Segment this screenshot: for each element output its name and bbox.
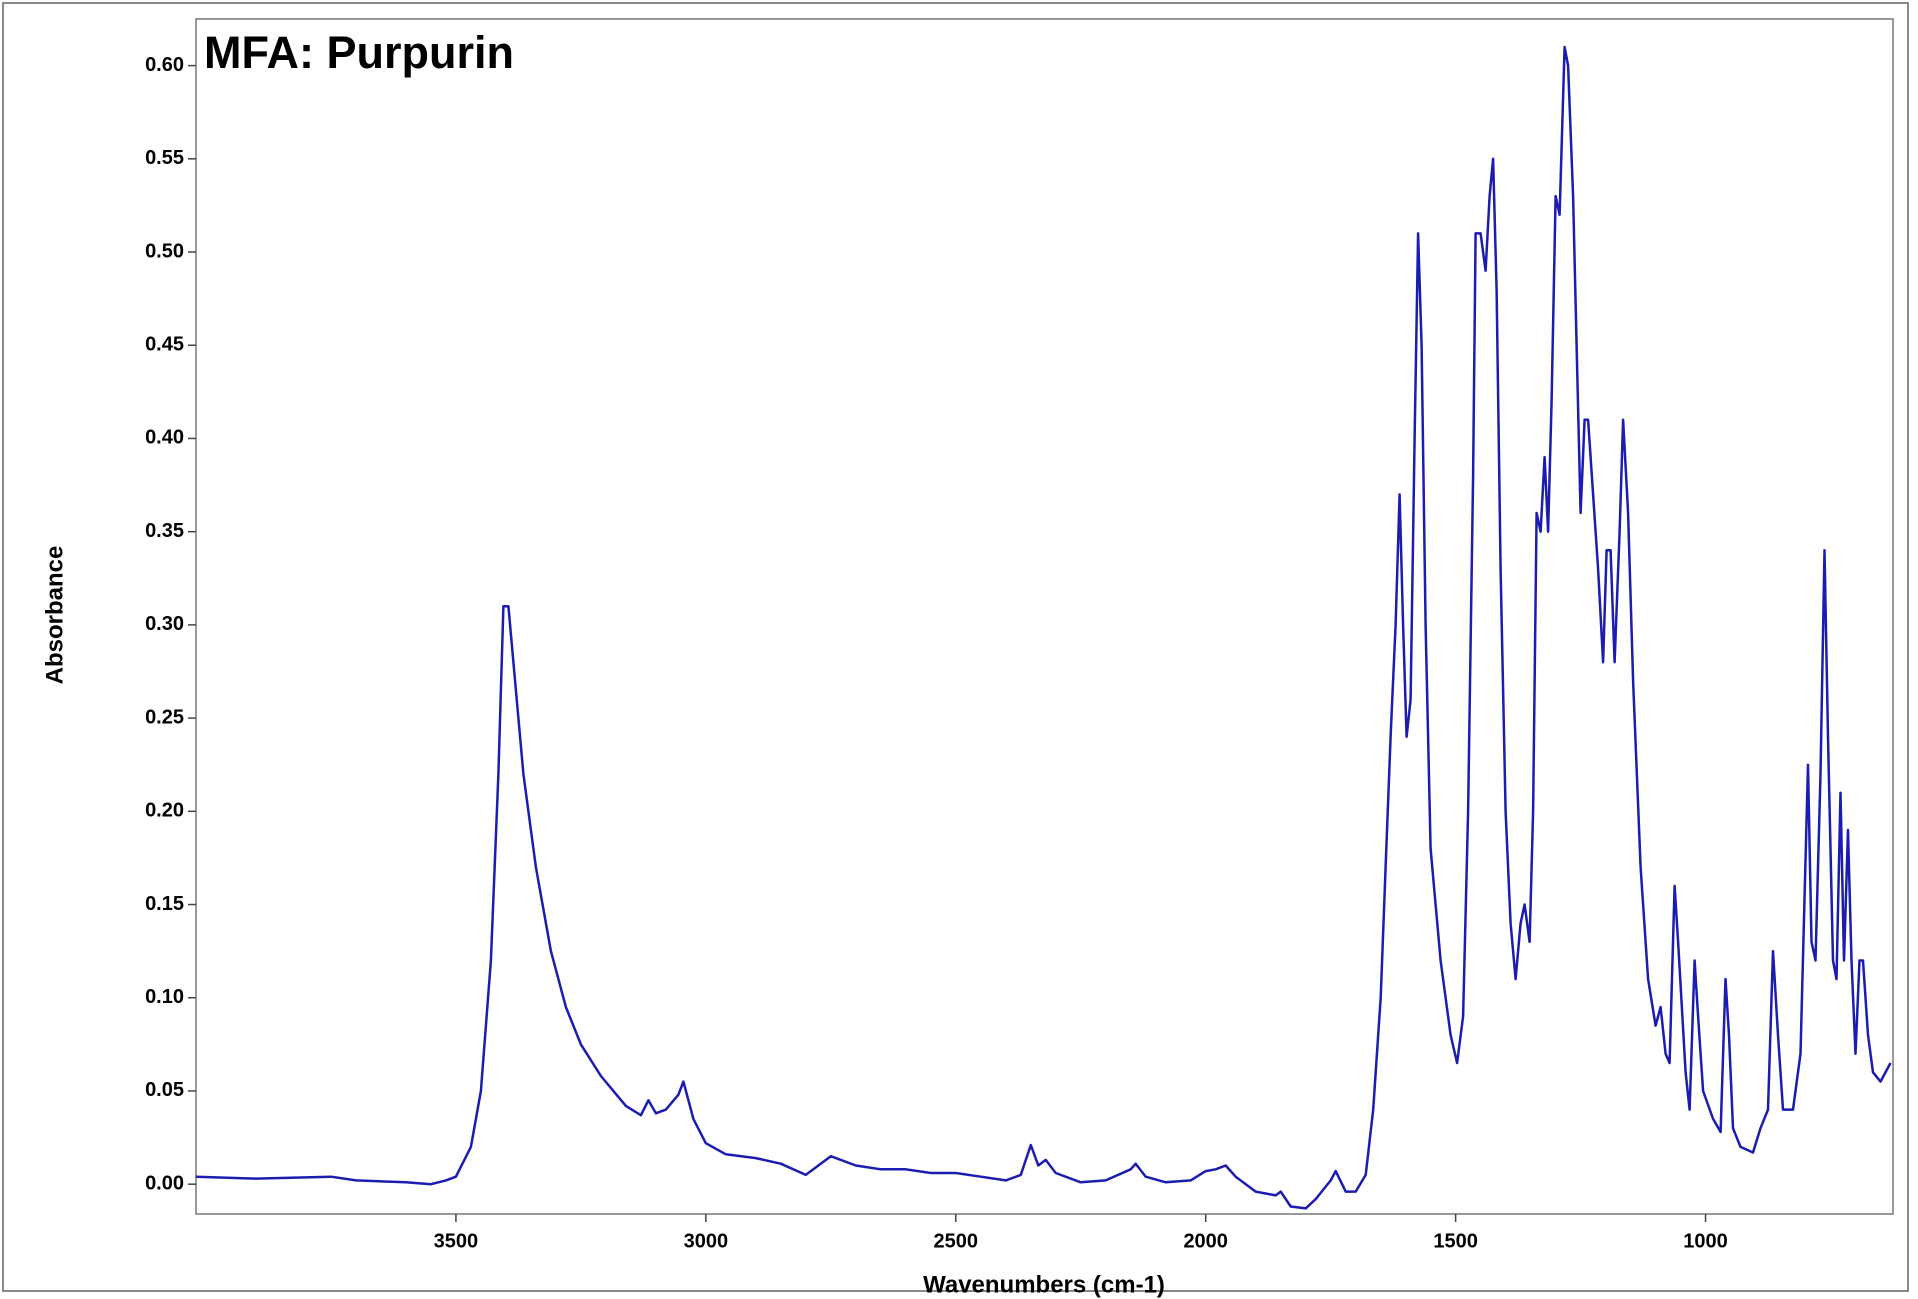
y-tick-label: 0.10 (145, 986, 184, 1008)
x-tick-label: 1500 (1433, 1230, 1478, 1252)
y-tick-label: 0.20 (145, 800, 184, 822)
y-tick-label: 0.25 (145, 706, 184, 728)
y-tick-label: 0.00 (145, 1172, 184, 1194)
y-tick-label: 0.35 (145, 520, 184, 542)
y-axis-label: Absorbance (41, 546, 68, 685)
chart-title: MFA: Purpurin (204, 27, 514, 78)
y-tick-label: 0.50 (145, 240, 184, 262)
y-tick-label: 0.40 (145, 427, 184, 449)
y-tick-label: 0.55 (145, 147, 184, 169)
y-tick-label: 0.60 (145, 54, 184, 76)
y-tick-label: 0.30 (145, 613, 184, 635)
plot-area (195, 18, 1894, 1215)
x-tick-label: 2500 (934, 1230, 979, 1252)
x-tick-label: 3500 (434, 1230, 479, 1252)
x-axis-label: Wavenumbers (cm-1) (923, 1271, 1165, 1298)
y-tick-label: 0.15 (145, 893, 184, 915)
spectrum-line (195, 45, 1892, 1210)
y-tick-label: 0.45 (145, 334, 184, 356)
x-tick-label: 1000 (1683, 1230, 1728, 1252)
x-tick-label: 3000 (684, 1230, 729, 1252)
y-tick-label: 0.05 (145, 1079, 184, 1101)
x-tick-label: 2000 (1183, 1230, 1228, 1252)
